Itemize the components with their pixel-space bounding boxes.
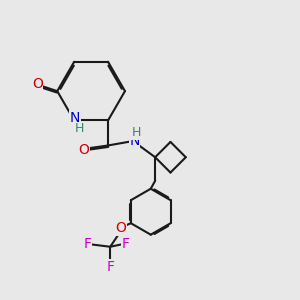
Text: F: F [83,237,91,251]
Text: O: O [79,143,89,157]
Text: H: H [75,122,84,135]
Text: N: N [70,111,80,125]
Text: F: F [121,237,129,251]
Text: O: O [32,77,43,91]
Text: H: H [132,126,141,139]
Text: O: O [115,221,126,236]
Text: N: N [129,134,140,148]
Text: F: F [106,260,114,274]
